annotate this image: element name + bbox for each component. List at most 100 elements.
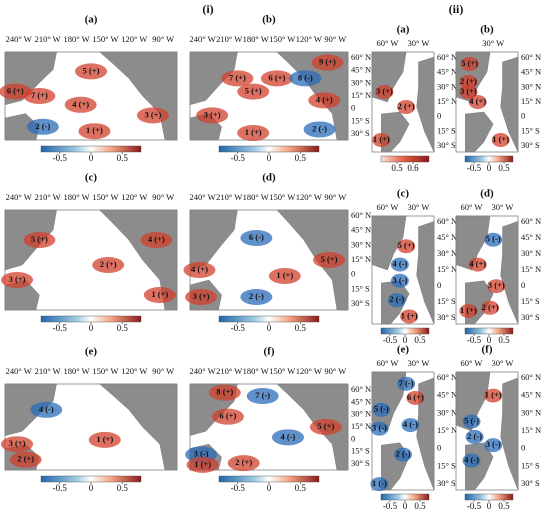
- lon-label: 210° W: [216, 192, 242, 202]
- lon-label: 90° W: [152, 34, 174, 44]
- colorbar-tick-label: 0.5: [295, 483, 307, 493]
- lon-label: 150° W: [269, 192, 295, 202]
- lon-label: 120° W: [296, 192, 322, 202]
- anomaly-region: [1, 436, 34, 453]
- colorbar: [40, 145, 142, 153]
- land: [276, 383, 349, 471]
- anomaly-region: [237, 83, 270, 100]
- colorbar: [380, 155, 430, 163]
- region-label: 4 (+): [72, 99, 89, 109]
- colorbar-tick-label: 0: [267, 153, 272, 163]
- region-label: 2 (-): [312, 123, 327, 133]
- region-label: 3 (-): [372, 423, 387, 433]
- region-label: 1 (+): [492, 134, 509, 144]
- lon-label: 120° W: [296, 366, 322, 376]
- lat-label: 15° S: [351, 115, 370, 125]
- anomaly-region: [211, 408, 244, 425]
- colorbar-tick-label: 0: [403, 335, 408, 345]
- colorbar-tick-label: 0.5: [498, 163, 510, 173]
- lat-label: 15° N: [521, 425, 541, 435]
- land: [416, 221, 435, 325]
- lat-label: 30° N: [521, 407, 541, 417]
- region-label: 4 (-): [392, 259, 407, 269]
- lat-label: 0: [351, 269, 355, 279]
- anomaly-region: [308, 92, 341, 109]
- colorbar-tick-label: -0.5: [383, 501, 398, 511]
- lat-label: 45° N: [437, 232, 457, 242]
- lon-label: 30° W: [408, 358, 430, 368]
- lon-label: 30° W: [492, 202, 514, 212]
- colorbar-tick-label: 0: [267, 483, 272, 493]
- colorbar-tick-label: 0: [89, 483, 94, 493]
- panel-label: (d): [262, 172, 276, 184]
- anomaly-region: [459, 75, 478, 89]
- lon-label: 120° W: [121, 34, 147, 44]
- anomaly-region: [1, 272, 34, 288]
- lon-label: 30° W: [408, 202, 430, 212]
- region-label: 3 (+): [204, 109, 221, 119]
- anomaly-region: [227, 455, 260, 472]
- region-label: 3 (+): [488, 280, 505, 290]
- lat-label: 45° N: [437, 390, 457, 400]
- region-label: 3 (+): [9, 438, 26, 448]
- colorbar: [464, 155, 514, 163]
- lon-label: 180° W: [63, 366, 89, 376]
- lon-label: 150° W: [92, 366, 118, 376]
- region-label: 3 (-): [486, 439, 501, 449]
- lat-label: 15° N: [437, 96, 457, 106]
- lat-label: 15° S: [521, 296, 540, 306]
- anomaly-region: [406, 390, 425, 405]
- lat-label: 60° N: [521, 372, 541, 382]
- lon-label: 60° W: [377, 358, 399, 368]
- region-label: 4 (+): [469, 96, 486, 106]
- land: [465, 111, 494, 153]
- region-label: 7 (+): [229, 72, 246, 82]
- lon-label: 90° W: [152, 366, 174, 376]
- anomaly-region: [468, 95, 487, 109]
- anomaly-region: [23, 88, 56, 104]
- region-label: 4 (+): [148, 234, 165, 244]
- lat-label: 15° N: [437, 425, 457, 435]
- region-label: 1 (+): [401, 310, 418, 320]
- region-label: 5 (+): [317, 421, 334, 431]
- region-label: 4 (+): [316, 94, 333, 104]
- lat-label: 15° N: [351, 421, 371, 431]
- lat-label: 60° N: [351, 52, 371, 62]
- colorbar: [218, 315, 320, 323]
- lat-label: 0: [437, 280, 441, 290]
- lat-label: 30° S: [521, 312, 540, 322]
- colorbar-tick-label: -0.5: [231, 483, 246, 493]
- anomaly-region: [468, 257, 487, 272]
- anomaly-region: [23, 232, 56, 248]
- region-label: 6 (+): [219, 411, 236, 421]
- lat-label: 15° S: [521, 125, 540, 135]
- lat-label: 0: [521, 443, 525, 453]
- lat-label: 30° S: [521, 478, 540, 488]
- colorbar-tick-label: -0.5: [467, 163, 482, 173]
- panel-label: (b): [262, 14, 276, 26]
- region-label: 2 (+): [17, 454, 34, 464]
- lon-label: 210° W: [35, 366, 61, 376]
- region-label: 5 (+): [83, 65, 100, 75]
- lat-label: 0: [437, 111, 441, 121]
- colorbar: [40, 315, 142, 323]
- colorbar: [464, 327, 514, 335]
- colorbar-tick-label: 0: [487, 163, 492, 173]
- colorbar-tick-label: 0.5: [414, 501, 426, 511]
- region-label: 1 (+): [194, 459, 211, 469]
- lat-label: 30° N: [351, 77, 371, 87]
- lat-label: 15° S: [351, 446, 370, 456]
- lon-label: 30° W: [482, 38, 504, 48]
- region-label: 6 (+): [407, 392, 424, 402]
- anomaly-region: [208, 384, 241, 401]
- region-label: 3 (+): [460, 86, 477, 96]
- lon-label: 240° W: [6, 192, 32, 202]
- lat-label: 60° N: [437, 372, 457, 382]
- region-label: 8 (-): [298, 72, 313, 82]
- anomaly-region: [491, 133, 510, 147]
- anomaly-region: [221, 70, 254, 87]
- panel-label: (c): [397, 188, 410, 200]
- region-label: 4 (-): [39, 404, 54, 414]
- colorbar-tick-label: 0: [267, 323, 272, 333]
